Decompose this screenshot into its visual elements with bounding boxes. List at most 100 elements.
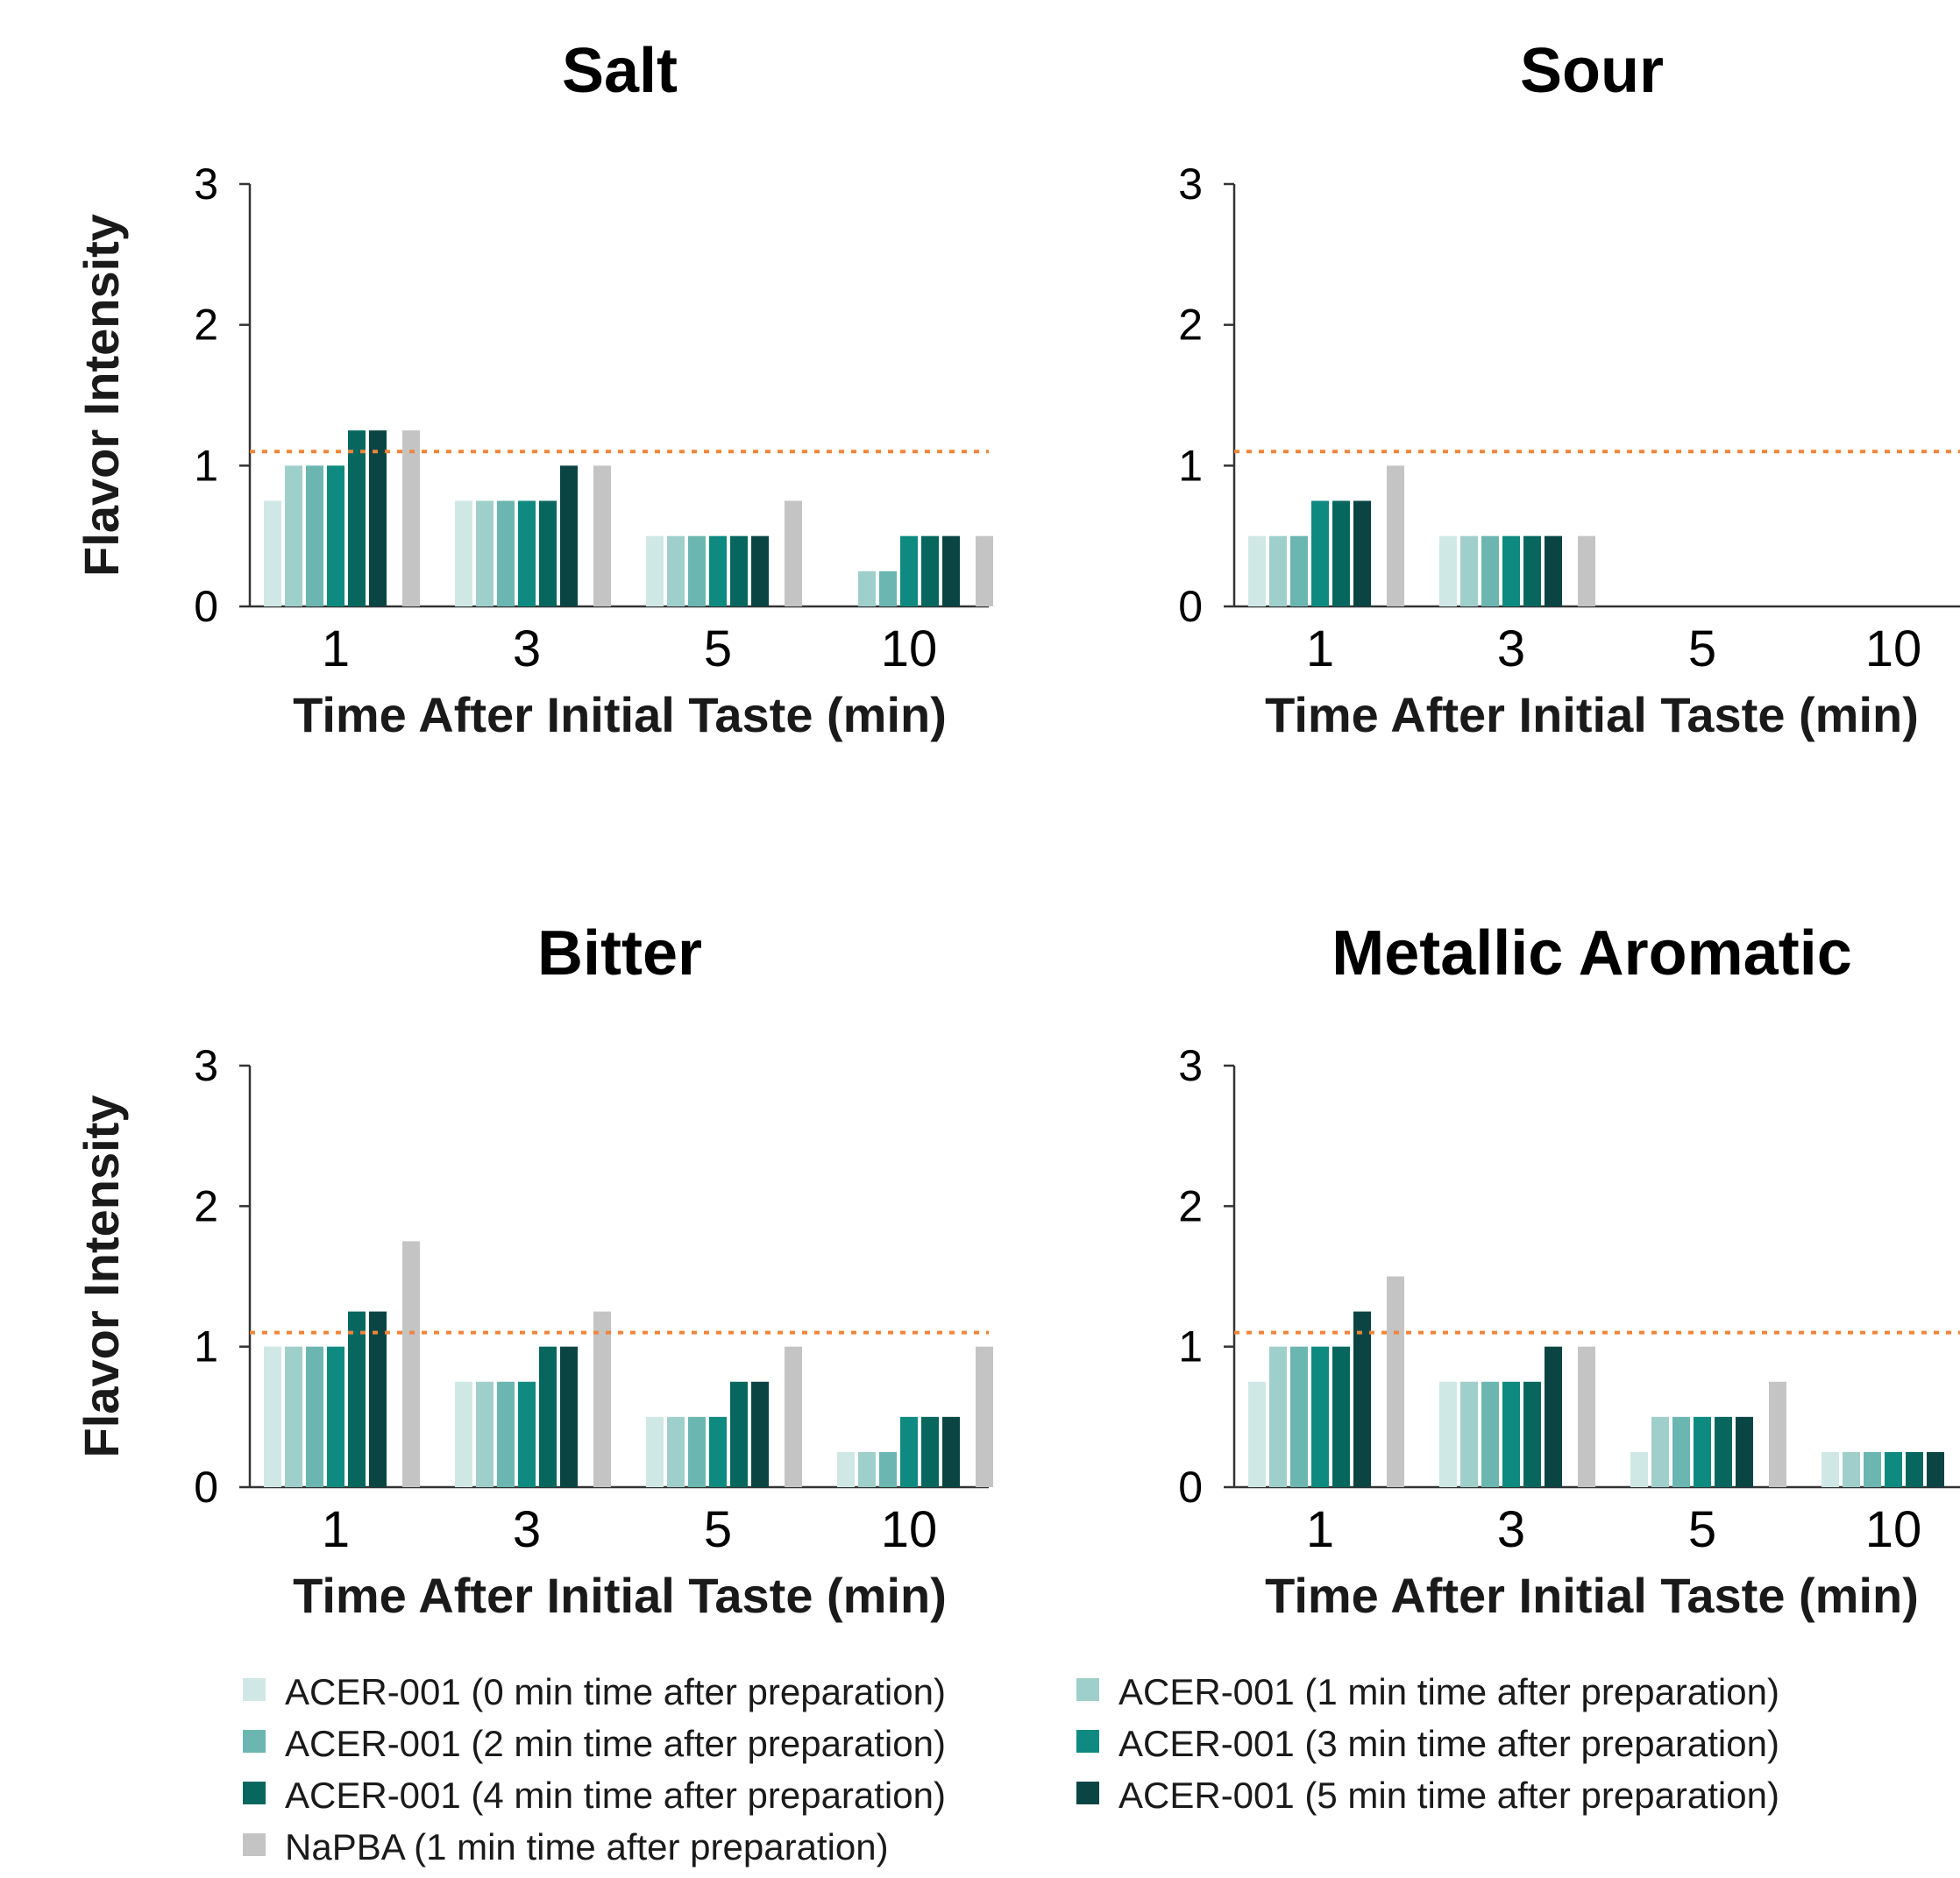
y-tick-label-bitter: 1 (194, 1322, 218, 1371)
bar-metallic-aromatic-series-5-cat-3 (1545, 1346, 1562, 1487)
bar-bitter-series-1-cat-10 (858, 1451, 876, 1487)
legend-swatch-4 (243, 1782, 266, 1804)
legend-swatch-6 (243, 1833, 266, 1856)
legend-label-2: ACER-001 (2 min time after preparation) (285, 1723, 946, 1764)
y-axis-title-salt: Flavor Intensity (74, 214, 129, 577)
bar-bitter-series-2-cat-1 (306, 1346, 323, 1487)
bar-bitter-series-6-cat-10 (976, 1346, 993, 1487)
legend-label-6: NaPBA (1 min time after preparation) (285, 1826, 889, 1867)
bar-bitter-series-5-cat-3 (560, 1346, 578, 1487)
legend-label-1: ACER-001 (1 min time after preparation) (1118, 1671, 1779, 1712)
bar-bitter-series-3-cat-5 (709, 1416, 727, 1487)
bar-sour-series-0-cat-3 (1439, 535, 1457, 606)
bar-sour-series-0-cat-1 (1248, 535, 1266, 606)
y-tick-label-bitter: 0 (194, 1463, 218, 1512)
bar-metallic-aromatic-series-2-cat-10 (1864, 1451, 1881, 1487)
panel-title-metallic-aromatic: Metallic Aromatic (1332, 918, 1852, 989)
x-axis-title-metallic-aromatic: Time After Initial Taste (min) (1265, 1568, 1919, 1623)
bar-salt-series-5-cat-1 (369, 430, 387, 606)
bar-metallic-aromatic-series-5-cat-1 (1353, 1311, 1371, 1487)
bar-bitter-series-4-cat-10 (921, 1416, 939, 1487)
bar-salt-series-1-cat-5 (667, 535, 685, 606)
y-axis-title-bitter: Flavor Intensity (74, 1095, 129, 1458)
bar-sour-series-6-cat-3 (1578, 535, 1595, 606)
bar-metallic-aromatic-series-1-cat-1 (1269, 1346, 1287, 1487)
bar-salt-series-2-cat-5 (688, 535, 706, 606)
y-tick-label-metallic-aromatic: 3 (1178, 1041, 1203, 1090)
bar-sour-series-4-cat-3 (1523, 535, 1541, 606)
y-tick-label-sour: 2 (1178, 301, 1203, 350)
bar-sour-series-1-cat-1 (1269, 535, 1287, 606)
bar-salt-series-0-cat-5 (646, 535, 664, 606)
x-tick-label-sour: 3 (1497, 620, 1525, 677)
x-tick-label-salt: 10 (881, 620, 938, 677)
y-tick-label-sour: 1 (1178, 441, 1203, 490)
bar-metallic-aromatic-series-1-cat-5 (1651, 1416, 1669, 1487)
bar-salt-series-5-cat-10 (942, 535, 960, 606)
bar-salt-series-6-cat-5 (785, 500, 802, 606)
bar-bitter-series-3-cat-3 (518, 1381, 536, 1487)
bar-metallic-aromatic-series-4-cat-1 (1332, 1346, 1350, 1487)
y-tick-label-salt: 3 (194, 159, 218, 209)
bar-sour-series-2-cat-1 (1290, 535, 1308, 606)
bar-sour-series-5-cat-1 (1353, 500, 1371, 606)
x-tick-label-metallic-aromatic: 10 (1865, 1501, 1922, 1558)
bar-salt-series-1-cat-1 (285, 465, 302, 606)
bar-bitter-series-6-cat-5 (785, 1346, 802, 1487)
bar-sour-series-5-cat-3 (1545, 535, 1562, 606)
bar-metallic-aromatic-series-0-cat-3 (1439, 1381, 1457, 1487)
x-tick-label-sour: 1 (1306, 620, 1334, 677)
bar-metallic-aromatic-series-6-cat-3 (1578, 1346, 1595, 1487)
x-tick-label-metallic-aromatic: 1 (1306, 1501, 1334, 1558)
bar-metallic-aromatic-series-5-cat-5 (1736, 1416, 1753, 1487)
bar-sour-series-4-cat-1 (1332, 500, 1350, 606)
y-tick-label-bitter: 3 (194, 1041, 218, 1090)
bar-bitter-series-3-cat-10 (900, 1416, 918, 1487)
x-tick-label-sour: 5 (1688, 620, 1716, 677)
bar-bitter-series-0-cat-10 (837, 1451, 855, 1487)
bar-metallic-aromatic-series-0-cat-1 (1248, 1381, 1266, 1487)
bar-bitter-series-1-cat-3 (476, 1381, 494, 1487)
bar-bitter-series-5-cat-10 (942, 1416, 960, 1487)
bar-bitter-series-0-cat-1 (264, 1346, 281, 1487)
x-tick-label-metallic-aromatic: 3 (1497, 1501, 1525, 1558)
bar-metallic-aromatic-series-0-cat-5 (1630, 1451, 1648, 1487)
bar-salt-series-4-cat-10 (921, 535, 939, 606)
y-tick-label-salt: 1 (194, 441, 218, 490)
bar-bitter-series-1-cat-5 (667, 1416, 685, 1487)
bar-metallic-aromatic-series-3-cat-5 (1694, 1416, 1711, 1487)
legend-label-4: ACER-001 (4 min time after preparation) (285, 1775, 946, 1816)
bar-metallic-aromatic-series-0-cat-10 (1822, 1451, 1839, 1487)
bar-salt-series-0-cat-3 (455, 500, 472, 606)
bar-sour-series-3-cat-1 (1311, 500, 1329, 606)
bar-salt-series-2-cat-10 (879, 570, 897, 606)
bar-bitter-series-3-cat-1 (327, 1346, 344, 1487)
x-tick-label-bitter: 5 (704, 1501, 732, 1558)
x-axis-title-sour: Time After Initial Taste (min) (1265, 687, 1919, 742)
bar-bitter-series-6-cat-3 (593, 1311, 611, 1487)
bar-salt-series-1-cat-3 (476, 500, 494, 606)
bar-sour-series-6-cat-1 (1387, 465, 1404, 606)
bar-sour-series-2-cat-3 (1481, 535, 1499, 606)
y-tick-label-metallic-aromatic: 0 (1178, 1463, 1203, 1512)
bar-salt-series-3-cat-5 (709, 535, 727, 606)
bar-metallic-aromatic-series-4-cat-10 (1906, 1451, 1923, 1487)
bar-bitter-series-5-cat-5 (751, 1381, 769, 1487)
legend-label-3: ACER-001 (3 min time after preparation) (1118, 1723, 1779, 1764)
bar-metallic-aromatic-series-6-cat-5 (1769, 1381, 1786, 1487)
legend-swatch-0 (243, 1678, 266, 1701)
legend-swatch-5 (1076, 1782, 1099, 1804)
bar-salt-series-6-cat-3 (593, 465, 611, 606)
y-tick-label-salt: 0 (194, 582, 218, 631)
y-tick-label-metallic-aromatic: 2 (1178, 1181, 1203, 1230)
legend-label-0: ACER-001 (0 min time after preparation) (285, 1671, 946, 1712)
bar-salt-series-3-cat-1 (327, 465, 344, 606)
bar-bitter-series-2-cat-3 (497, 1381, 515, 1487)
bar-salt-series-4-cat-3 (539, 500, 557, 606)
bar-bitter-series-2-cat-5 (688, 1416, 706, 1487)
bar-salt-series-1-cat-10 (858, 570, 876, 606)
y-tick-label-sour: 3 (1178, 159, 1203, 209)
bar-salt-series-6-cat-1 (402, 430, 420, 606)
bar-metallic-aromatic-series-1-cat-10 (1843, 1451, 1860, 1487)
